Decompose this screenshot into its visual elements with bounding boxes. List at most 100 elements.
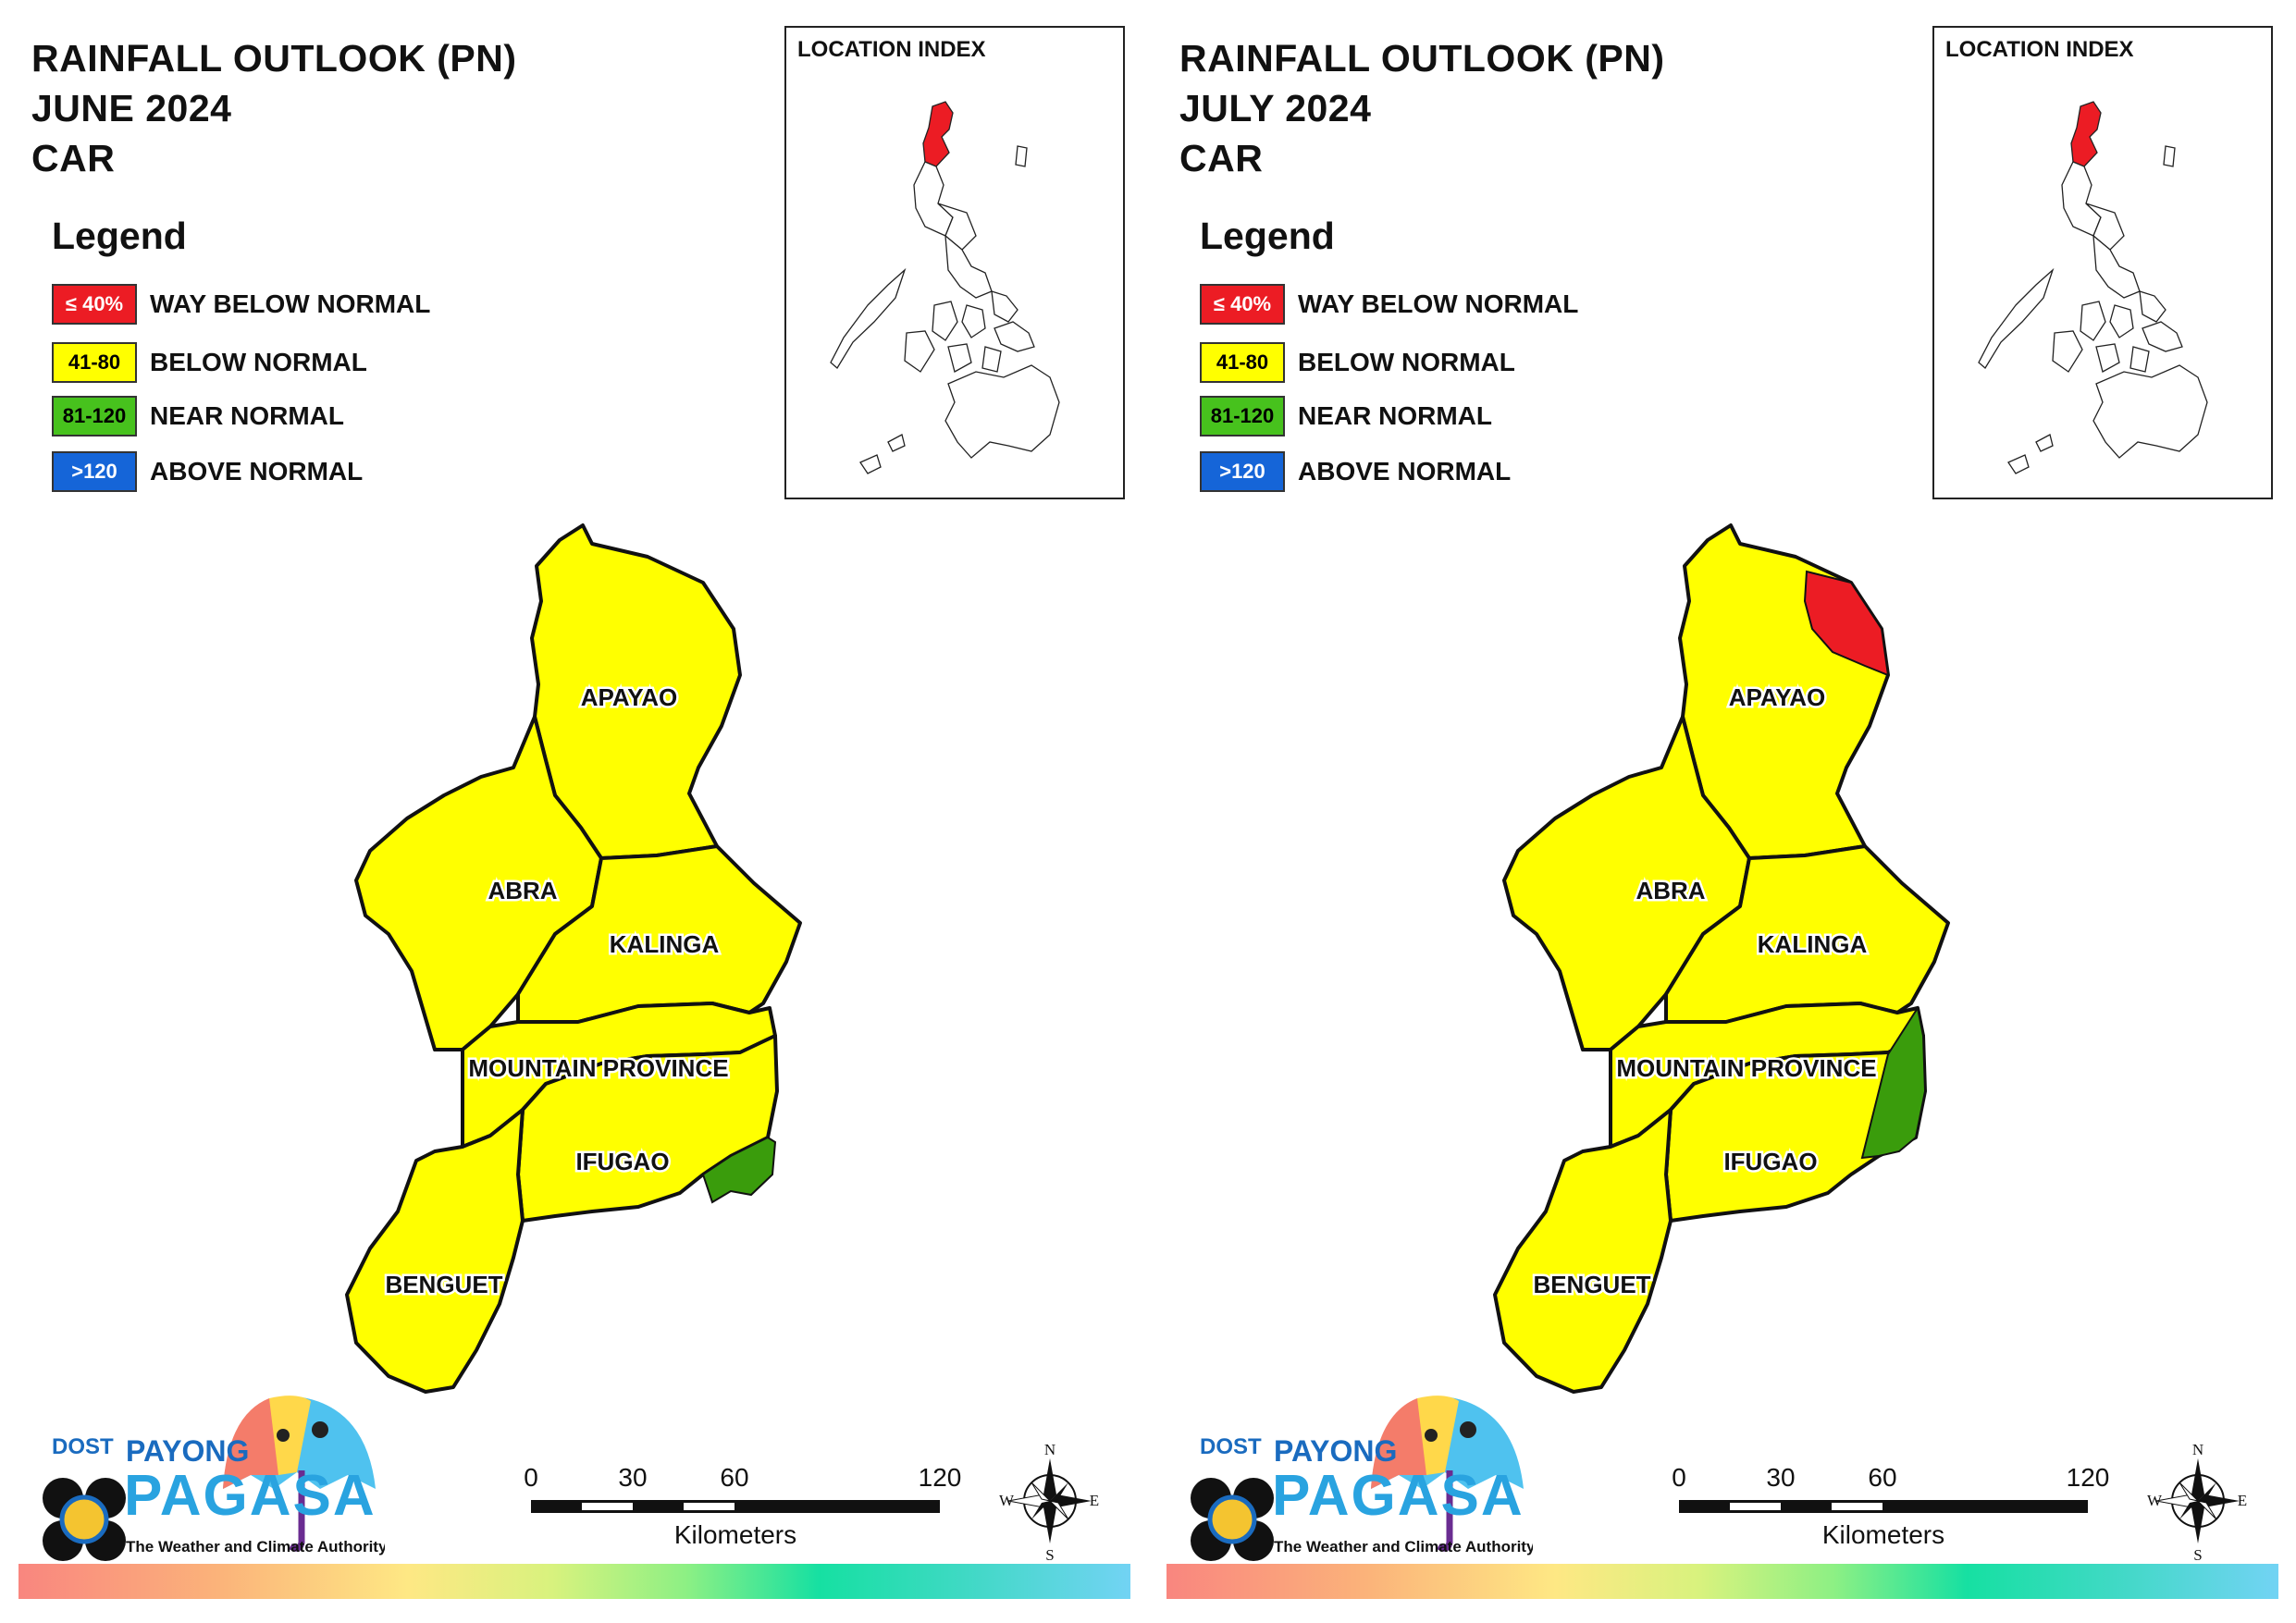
pagasa-logo: DOST PAYONG PAGASA The Weather and Clima…	[1181, 1387, 1536, 1568]
logo-pagasa: PAGASA	[124, 1464, 376, 1528]
compass-rose-icon: N E S W	[999, 1441, 1099, 1564]
logo-pagasa: PAGASA	[1272, 1464, 1524, 1528]
province-abra	[1502, 715, 1751, 1051]
scale-tick-120: 120	[2067, 1463, 2110, 1492]
compass-w: W	[2147, 1492, 2163, 1509]
compass-e: E	[2238, 1492, 2247, 1509]
philippines-outline-map	[830, 101, 1060, 474]
legend-label: ABOVE NORMAL	[150, 457, 364, 486]
car-province-map: APAYAO ABRA KALINGA MOUNTAIN PROVINCE IF…	[1493, 523, 1950, 1394]
title-line-2: JUNE 2024	[31, 87, 232, 129]
scale-unit: Kilometers	[674, 1520, 796, 1549]
compass-n: N	[2192, 1441, 2203, 1458]
logo-payong: PAYONG	[126, 1434, 249, 1468]
title-line-1: RAINFALL OUTLOOK (PN)	[31, 37, 517, 80]
scale-tick-0: 0	[524, 1463, 538, 1492]
map-title: RAINFALL OUTLOOK (PN) JULY 2024 CAR	[1179, 33, 1664, 183]
legend-label: ABOVE NORMAL	[1298, 457, 1512, 486]
legend-title: Legend	[1200, 215, 1335, 257]
logo-tagline: The Weather and Climate Authority	[126, 1538, 385, 1555]
scale-tick-30: 30	[618, 1463, 647, 1492]
north-arrow-compass: N E S W	[2147, 1438, 2249, 1564]
logo-tagline: The Weather and Climate Authority	[1274, 1538, 1533, 1555]
color-gradient-band	[19, 1564, 1130, 1599]
scale-bar-graphic: 0 30 60 120 Kilometers	[1672, 1463, 2110, 1549]
pagasa-logo-graphic: DOST PAYONG PAGASA The Weather and Clima…	[43, 1396, 388, 1561]
legend-title: Legend	[52, 215, 187, 257]
title-line-3: CAR	[1179, 137, 1264, 179]
title-line-3: CAR	[31, 137, 116, 179]
logo-dost: DOST	[1200, 1434, 1262, 1459]
label-ifugao: IFUGAO	[575, 1148, 669, 1175]
inset-title: LOCATION INDEX	[797, 37, 986, 62]
scale-tick-30: 30	[1766, 1463, 1795, 1492]
province-benguet	[345, 1108, 525, 1394]
location-index-inset: LOCATION INDEX	[1932, 26, 2273, 499]
compass-e: E	[1090, 1492, 1099, 1509]
legend-item-way-below: ≤ 40% WAY BELOW NORMAL	[52, 283, 430, 326]
scale-tick-0: 0	[1672, 1463, 1686, 1492]
north-arrow-compass: N E S W	[999, 1438, 1101, 1564]
label-mountain-province: MOUNTAIN PROVINCE	[468, 1054, 728, 1082]
label-mountain-province: MOUNTAIN PROVINCE	[1616, 1054, 1876, 1082]
near-normal-zone	[1860, 1005, 1927, 1160]
legend-label: NEAR NORMAL	[1298, 401, 1492, 430]
compass-s: S	[2193, 1546, 2202, 1563]
legend-item-above: >120 ABOVE NORMAL	[1200, 450, 1511, 493]
logo-payong: PAYONG	[1274, 1434, 1397, 1468]
map-title: RAINFALL OUTLOOK (PN) JUNE 2024 CAR	[31, 33, 516, 183]
legend-item-below: 41-80 BELOW NORMAL	[1200, 341, 1515, 384]
scale-tick-120: 120	[919, 1463, 962, 1492]
location-index-inset: LOCATION INDEX	[784, 26, 1125, 499]
color-gradient-band	[1167, 1564, 2278, 1599]
outlook-panel-june: RAINFALL OUTLOOK (PN) JUNE 2024 CAR Lege…	[19, 26, 1130, 1599]
legend-swatch: 81-120	[1200, 396, 1285, 436]
way-below-normal-zone	[1803, 570, 1890, 677]
legend-item-below: 41-80 BELOW NORMAL	[52, 341, 367, 384]
compass-s: S	[1045, 1546, 1054, 1563]
label-apayao: APAYAO	[1729, 683, 1826, 711]
title-line-2: JULY 2024	[1179, 87, 1372, 129]
pagasa-logo-graphic: DOST PAYONG PAGASA The Weather and Clima…	[1191, 1396, 1536, 1561]
label-abra: ABRA	[1636, 877, 1705, 904]
legend-item-way-below: ≤ 40% WAY BELOW NORMAL	[1200, 283, 1578, 326]
legend-item-near: 81-120 NEAR NORMAL	[52, 395, 344, 437]
scale-tick-60: 60	[1868, 1463, 1896, 1492]
legend-swatch: >120	[52, 451, 137, 492]
car-province-map: APAYAO ABRA KALINGA MOUNTAIN PROVINCE IF…	[345, 523, 802, 1394]
scale-unit: Kilometers	[1822, 1520, 1944, 1549]
legend-swatch: >120	[1200, 451, 1285, 492]
province-benguet	[1493, 1108, 1673, 1394]
inset-title: LOCATION INDEX	[1945, 37, 2134, 62]
compass-rose-icon: N E S W	[2147, 1441, 2247, 1564]
scale-bar: 0 30 60 120 Kilometers	[1666, 1457, 2110, 1558]
near-normal-zone	[701, 1136, 777, 1204]
legend-swatch: 81-120	[52, 396, 137, 436]
label-benguet: BENGUET	[385, 1271, 502, 1298]
compass-n: N	[1044, 1441, 1055, 1458]
label-kalinga: KALINGA	[1758, 930, 1868, 958]
province-abra	[354, 715, 603, 1051]
legend-swatch: 41-80	[1200, 342, 1285, 383]
legend-label: BELOW NORMAL	[1298, 348, 1515, 376]
scale-tick-60: 60	[720, 1463, 748, 1492]
label-kalinga: KALINGA	[610, 930, 720, 958]
logo-dost: DOST	[52, 1434, 114, 1459]
title-line-1: RAINFALL OUTLOOK (PN)	[1179, 37, 1665, 80]
compass-w: W	[999, 1492, 1015, 1509]
pagasa-logo: DOST PAYONG PAGASA The Weather and Clima…	[33, 1387, 388, 1568]
scale-bar-graphic: 0 30 60 120 Kilometers	[524, 1463, 962, 1549]
philippines-outline-map	[1978, 101, 2208, 474]
outlook-panel-july: RAINFALL OUTLOOK (PN) JULY 2024 CAR Lege…	[1148, 0, 2296, 1623]
legend-swatch: 41-80	[52, 342, 137, 383]
legend-swatch: ≤ 40%	[1200, 284, 1285, 325]
legend-label: WAY BELOW NORMAL	[1298, 289, 1579, 318]
legend-label: WAY BELOW NORMAL	[150, 289, 431, 318]
legend-item-near: 81-120 NEAR NORMAL	[1200, 395, 1492, 437]
label-abra: ABRA	[488, 877, 557, 904]
legend-swatch: ≤ 40%	[52, 284, 137, 325]
label-benguet: BENGUET	[1533, 1271, 1650, 1298]
legend-label: NEAR NORMAL	[150, 401, 344, 430]
label-ifugao: IFUGAO	[1723, 1148, 1817, 1175]
scale-bar: 0 30 60 120 Kilometers	[518, 1457, 962, 1558]
